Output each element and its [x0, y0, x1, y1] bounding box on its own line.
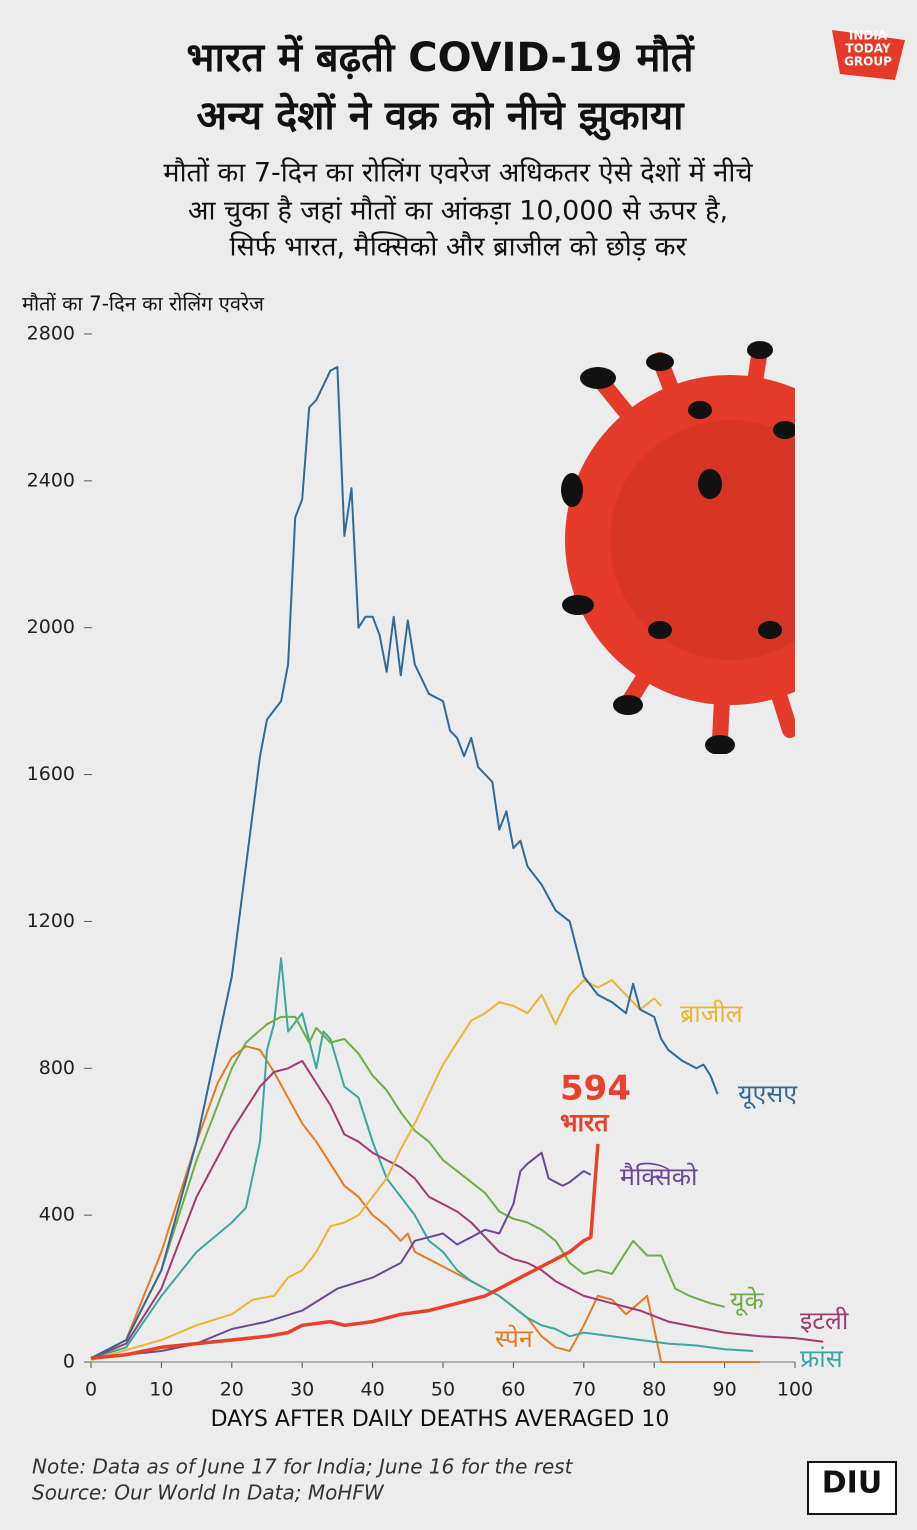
x-tick-label: 70 — [572, 1379, 596, 1401]
x-tick-label: 50 — [431, 1379, 455, 1401]
series-label: स्पेन — [495, 1324, 534, 1353]
subtitle: मौतों का 7-दिन का रोलिंग एवरेज अधिकतर ऐस… — [163, 157, 753, 189]
series-label: इटली — [800, 1306, 849, 1335]
logo-text: TODAY — [845, 42, 890, 56]
series-line — [90, 366, 719, 1360]
logo-text: GROUP — [844, 55, 892, 69]
x-tick-label: 20 — [220, 1379, 244, 1401]
x-tick-label: 30 — [290, 1379, 314, 1401]
y-tick-label: 2000 — [27, 616, 75, 638]
y-axis-label: मौतों का 7-दिन का रोलिंग एवरेज — [22, 292, 265, 316]
series-line — [90, 1045, 760, 1363]
x-axis-label: DAYS AFTER DAILY DEATHS AVERAGED 10 — [211, 1407, 670, 1432]
x-tick-label: 10 — [149, 1379, 173, 1401]
series-line — [90, 1015, 725, 1360]
note: Source: Our World In Data; MoHFW — [32, 1481, 385, 1505]
y-tick-label: 0 — [63, 1351, 75, 1373]
logo-text: DIU — [822, 1466, 882, 1501]
y-tick-label: 1200 — [27, 910, 75, 932]
y-tick-label: 800 — [39, 1057, 75, 1079]
series-line — [90, 1151, 592, 1360]
india-today-logo: INDIA TODAY GROUP — [832, 29, 905, 80]
series-label: यूएसए — [738, 1079, 798, 1109]
series-line — [90, 979, 662, 1362]
note: Note: Data as of June 17 for India; June… — [32, 1455, 574, 1479]
x-tick-label: 100 — [777, 1379, 813, 1401]
x-tick-label: 90 — [713, 1379, 737, 1401]
x-tick-label: 0 — [85, 1379, 97, 1401]
series-label: फ्रांस — [800, 1344, 844, 1373]
series-label: ब्राजील — [680, 999, 744, 1028]
y-tick-label: 1600 — [27, 763, 75, 785]
series-line — [90, 957, 753, 1360]
logo-text: INDIA — [849, 29, 888, 43]
series-label: मैक्सिको — [620, 1162, 698, 1191]
y-tick-label: 2800 — [27, 323, 75, 345]
series-label: यूके — [730, 1286, 765, 1316]
series-line — [90, 1059, 824, 1360]
subtitle: आ चुका है जहां मौतों का आंकड़ा 10,000 से… — [188, 195, 728, 228]
series-label: भारत — [560, 1108, 610, 1137]
chart-title: भारत में बढ़ती COVID-19 मौतें — [186, 34, 694, 81]
chart-title: अन्य देशों ने वक्र को नीचे झुकाया — [197, 92, 686, 141]
x-tick-label: 60 — [501, 1379, 525, 1401]
data-label: 594 — [560, 1069, 631, 1109]
y-tick-label: 400 — [39, 1204, 75, 1226]
y-tick-label: 2400 — [27, 469, 75, 491]
series-line — [90, 1143, 600, 1361]
x-tick-label: 80 — [642, 1379, 666, 1401]
diu-logo: DIU — [807, 1461, 897, 1515]
virus-illustration — [561, 341, 795, 754]
subtitle: सिर्फ भारत, मैक्सिको और ब्राजील को छोड़ … — [229, 231, 687, 263]
x-tick-label: 40 — [361, 1379, 385, 1401]
